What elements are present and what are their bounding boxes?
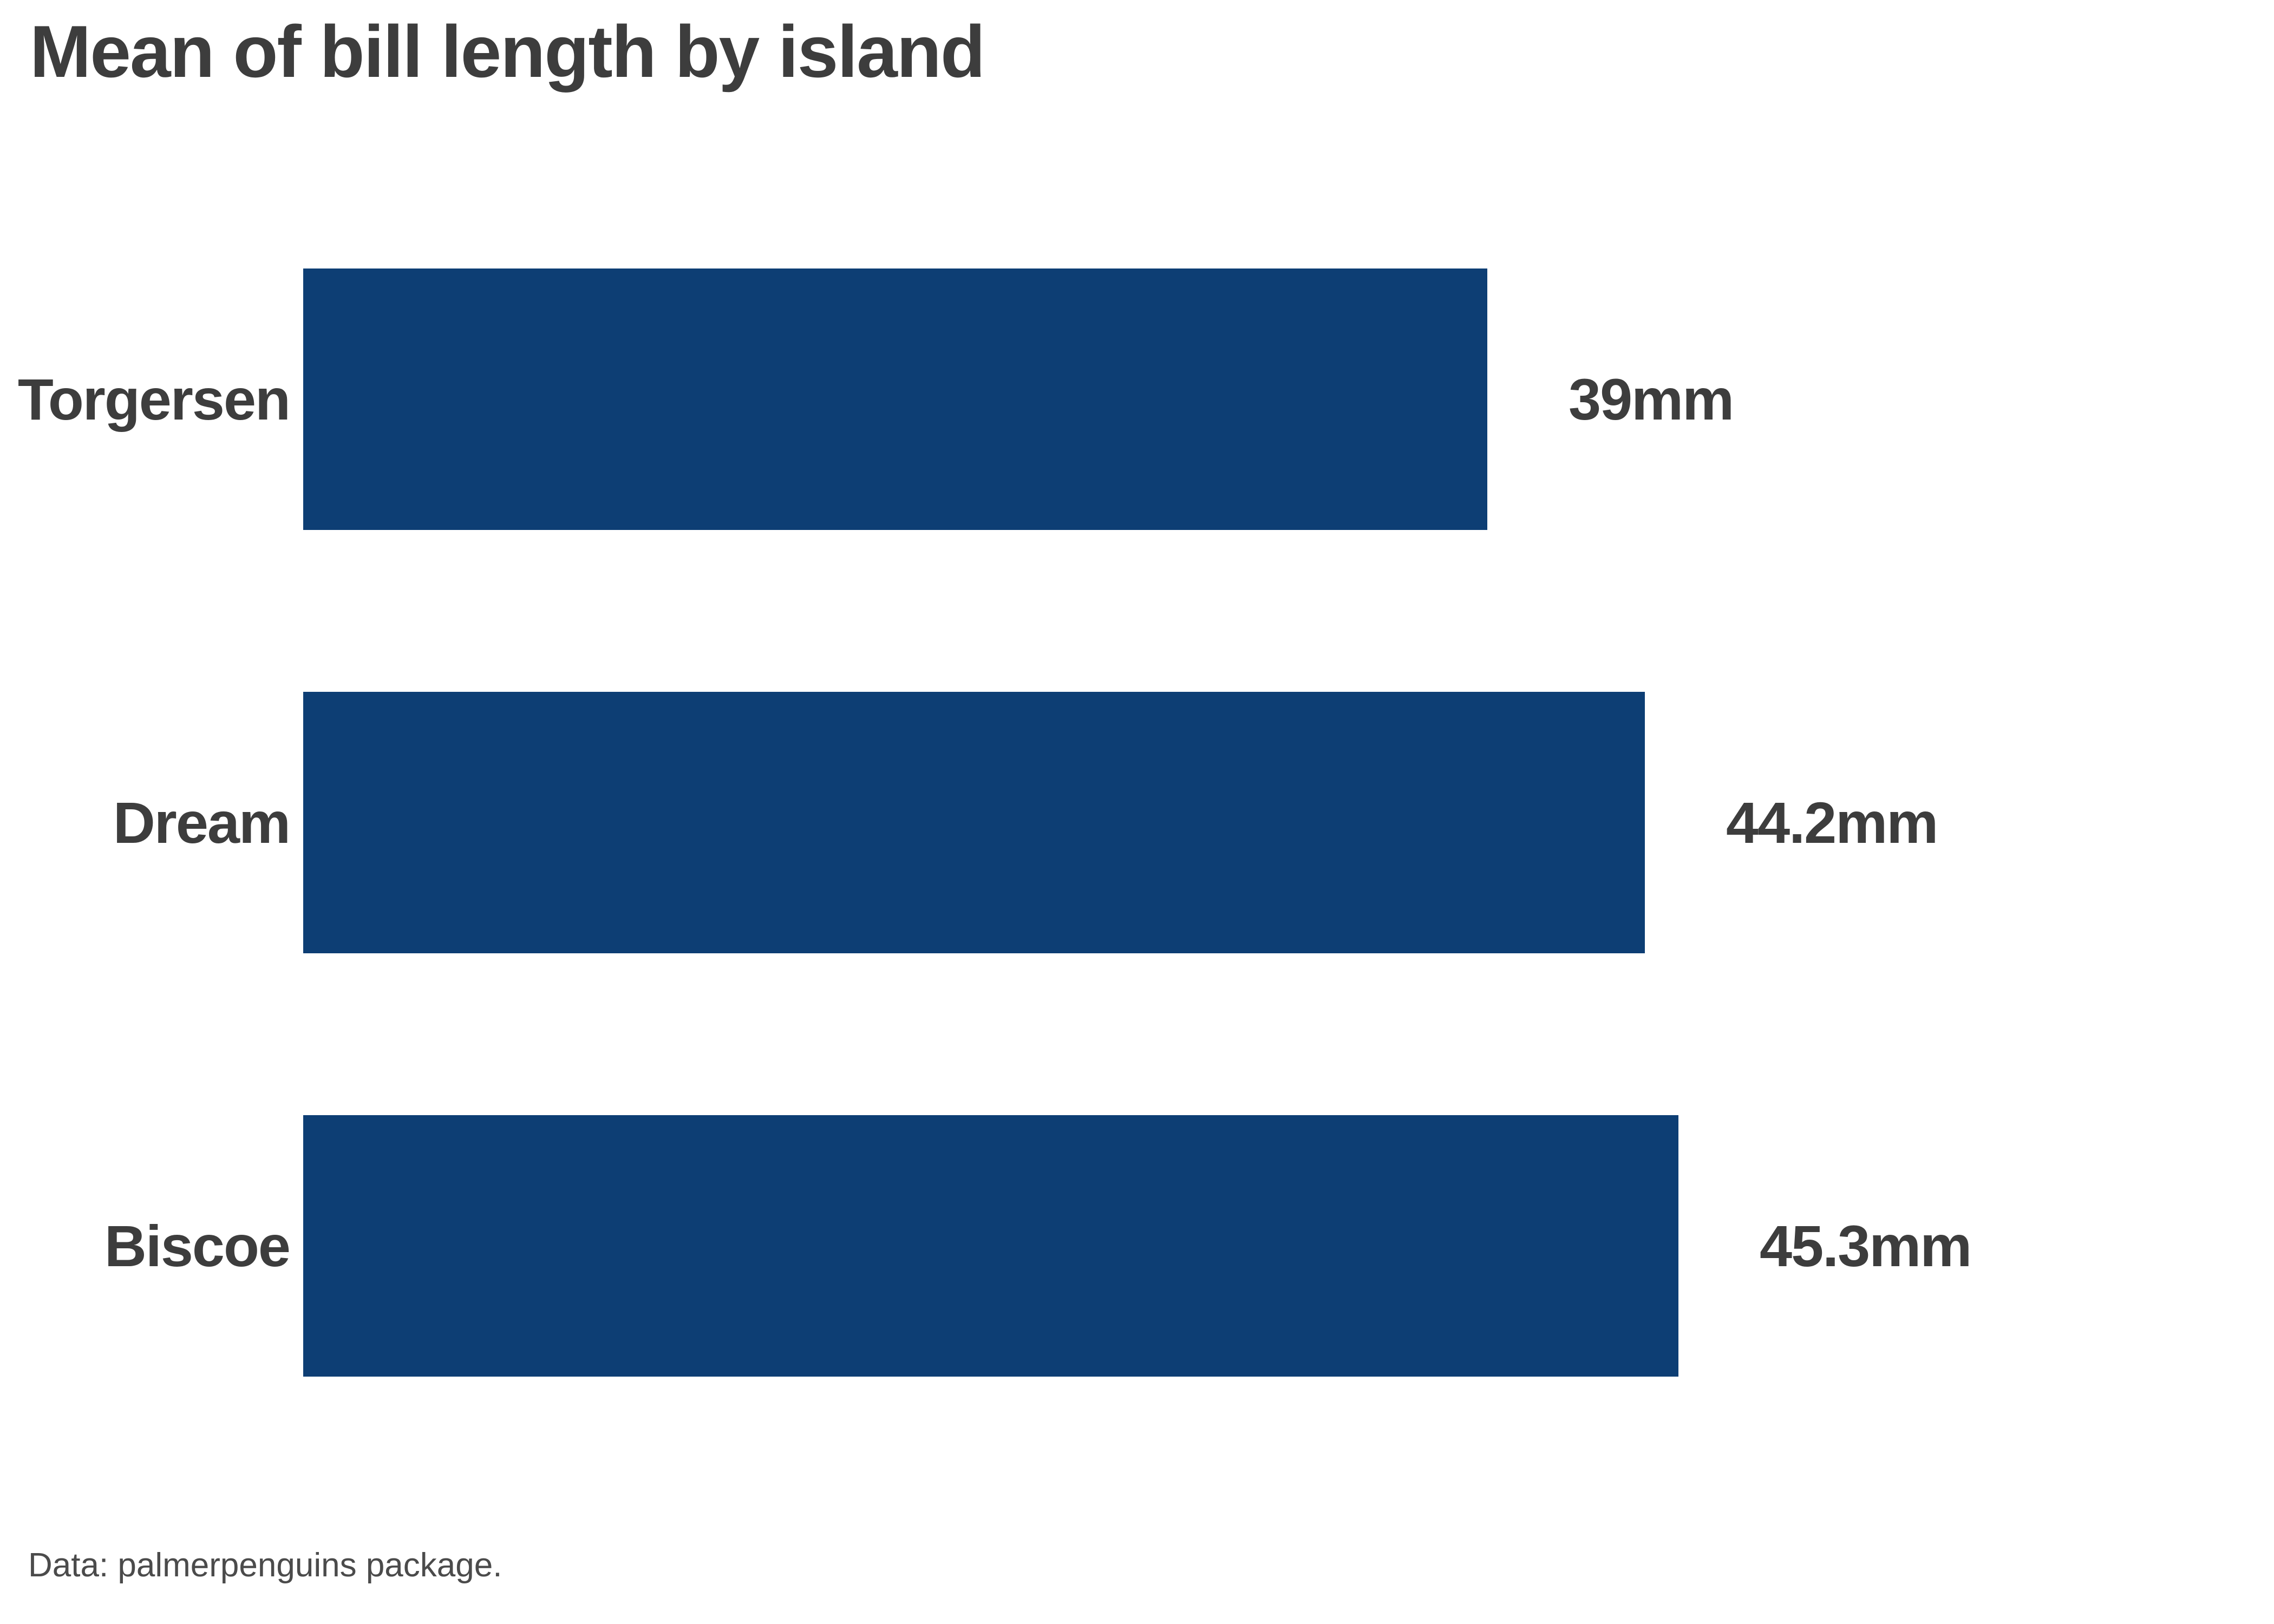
value-label-torgersen: 39mm — [1569, 366, 1734, 432]
value-label-biscoe: 45.3mm — [1760, 1213, 1972, 1279]
bar-dream — [303, 692, 1645, 953]
category-label-biscoe: Biscoe — [104, 1213, 291, 1279]
bar-biscoe — [303, 1115, 1678, 1377]
bar-row-dream: Dream 44.2mm — [0, 692, 2274, 953]
bar-row-biscoe: Biscoe 45.3mm — [0, 1115, 2274, 1377]
bar-row-torgersen: Torgersen 39mm — [0, 269, 2274, 530]
chart-title: Mean of bill length by island — [30, 10, 985, 93]
value-label-dream: 44.2mm — [1726, 790, 1938, 855]
category-label-dream: Dream — [113, 790, 291, 855]
bar-torgersen — [303, 269, 1487, 530]
category-label-torgersen: Torgersen — [17, 366, 291, 432]
chart-caption: Data: palmerpenguins package. — [28, 1547, 502, 1584]
